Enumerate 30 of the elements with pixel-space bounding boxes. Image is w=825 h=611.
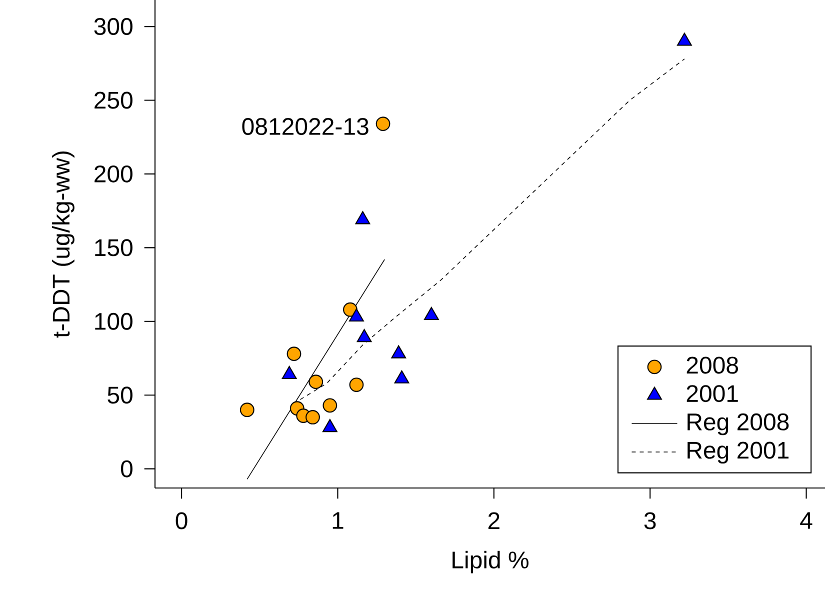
point (676, 32, 692, 46)
y-axis-title: t-DDT (ug/kg-ww) (52, 152, 74, 338)
x-axis-title: Lipid % (452, 550, 528, 574)
x-tick-label: 0 (176, 512, 188, 530)
x-tick-label: 3 (644, 512, 656, 530)
y-tick-label: 50 (108, 386, 132, 404)
x-tick-label: 1 (332, 512, 344, 529)
y-tick-label: 300 (94, 18, 132, 36)
annotation: 0812022-13 (242, 118, 368, 135)
y-tick-label: 0 (120, 460, 132, 478)
point (286, 346, 302, 362)
y-tick-label: 250 (94, 92, 132, 109)
point (355, 211, 370, 224)
legend-label: 2001 (686, 385, 738, 402)
point (306, 410, 320, 424)
point (356, 329, 372, 342)
point (349, 308, 364, 322)
point (424, 306, 439, 320)
point (308, 374, 324, 390)
point (349, 378, 364, 392)
y-tick-label: 100 (95, 312, 132, 330)
legend-label: Reg 2001 (688, 442, 789, 464)
y-tick-label: 200 (94, 165, 132, 182)
x-tick-label: 2 (488, 512, 500, 530)
point (322, 398, 338, 413)
y-tick-label: 150 (95, 239, 132, 256)
legend-label: Reg 2008 (688, 413, 789, 436)
legend-label: 2008 (686, 356, 738, 374)
point (240, 402, 254, 418)
x-tick-label: 4 (800, 512, 812, 529)
